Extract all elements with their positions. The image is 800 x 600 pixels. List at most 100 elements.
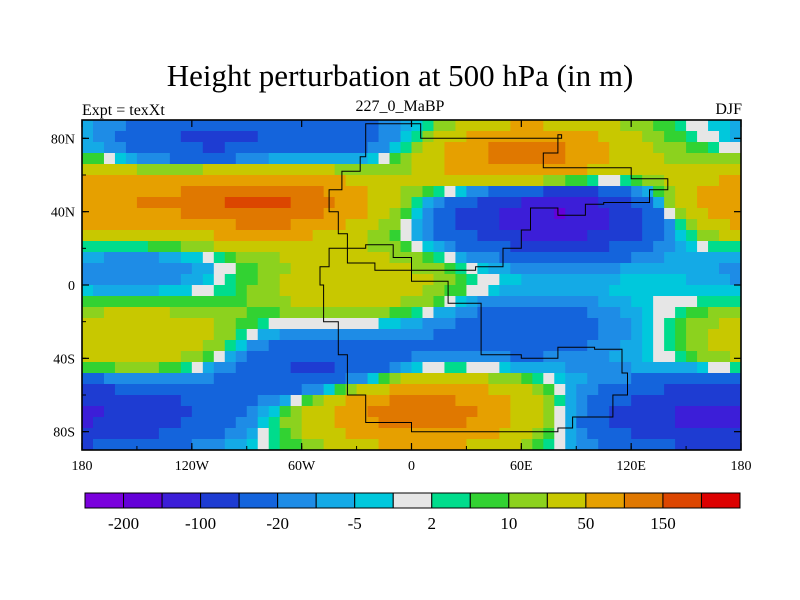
field-cell: [323, 263, 336, 275]
field-cell: [169, 208, 182, 220]
field-cell: [125, 153, 138, 165]
field-cell: [235, 274, 248, 286]
field-cell: [103, 373, 116, 385]
field-cell: [697, 439, 709, 450]
field-cell: [279, 384, 292, 396]
field-cell: [356, 406, 369, 418]
field-cell: [565, 175, 577, 187]
field-cell: [400, 285, 413, 297]
field-cell: [125, 318, 138, 330]
field-cell: [389, 373, 402, 385]
field-cell: [686, 395, 698, 407]
field-cell: [411, 340, 424, 352]
field-cell: [565, 428, 577, 440]
field-cell: [642, 241, 654, 253]
field-cell: [125, 373, 138, 385]
field-cell: [598, 428, 610, 440]
field-cell: [466, 131, 478, 143]
field-cell: [532, 274, 544, 286]
field-cell: [466, 164, 478, 176]
field-cell: [411, 373, 424, 385]
field-cell: [411, 274, 424, 286]
field-cell: [422, 274, 435, 286]
field-cell: [257, 329, 270, 341]
field-cell: [664, 164, 676, 176]
field-cell: [455, 318, 468, 330]
field-cell: [477, 417, 489, 429]
field-cell: [202, 274, 215, 286]
field-cell: [158, 263, 171, 275]
field-cell: [642, 384, 654, 396]
field-cell: [323, 142, 336, 154]
field-cell: [466, 428, 478, 440]
field-cell: [82, 153, 94, 165]
field-cell: [136, 340, 149, 352]
field-cell: [510, 340, 522, 352]
field-cell: [92, 175, 105, 187]
field-cell: [389, 274, 402, 286]
field-cell: [82, 208, 94, 220]
field-cell: [169, 329, 182, 341]
field-cell: [235, 197, 248, 209]
field-cell: [411, 186, 424, 198]
field-cell: [499, 406, 511, 418]
field-cell: [92, 274, 105, 286]
field-cell: [356, 285, 369, 297]
field-cell: [543, 252, 555, 264]
field-cell: [730, 362, 741, 374]
field-cell: [730, 197, 741, 209]
field-cell: [455, 373, 468, 385]
field-cell: [334, 230, 347, 242]
field-cell: [224, 186, 237, 198]
field-cell: [224, 362, 237, 374]
field-cell: [719, 428, 731, 440]
field-cell: [653, 197, 665, 209]
field-cell: [224, 263, 237, 275]
field-cell: [609, 340, 621, 352]
field-cell: [565, 241, 577, 253]
field-cell: [719, 439, 731, 450]
field-cell: [708, 120, 720, 132]
field-cell: [488, 142, 500, 154]
field-cell: [554, 263, 566, 275]
field-cell: [675, 131, 687, 143]
field-cell: [466, 186, 478, 198]
field-cell: [279, 186, 292, 198]
field-cell: [103, 318, 116, 330]
field-cell: [499, 362, 511, 374]
field-cell: [114, 318, 127, 330]
field-cell: [378, 252, 391, 264]
field-cell: [136, 329, 149, 341]
field-cell: [433, 274, 446, 286]
field-cell: [455, 120, 468, 132]
field-cell: [334, 395, 347, 407]
field-cell: [125, 307, 138, 319]
field-cell: [543, 373, 555, 385]
field-cell: [147, 296, 160, 308]
field-cell: [323, 230, 336, 242]
field-cell: [455, 274, 468, 286]
field-cell: [180, 384, 193, 396]
field-cell: [268, 329, 281, 341]
field-cell: [180, 428, 193, 440]
field-cell: [367, 428, 380, 440]
field-cell: [697, 230, 709, 242]
field-cell: [532, 406, 544, 418]
field-cell: [158, 329, 171, 341]
field-cell: [82, 406, 94, 418]
field-cell: [147, 120, 160, 132]
field-cell: [510, 329, 522, 341]
field-cell: [312, 351, 325, 363]
field-cell: [345, 439, 358, 450]
field-cell: [345, 142, 358, 154]
field-cell: [433, 164, 446, 176]
field-cell: [257, 417, 270, 429]
field-cell: [345, 230, 358, 242]
field-cell: [719, 186, 731, 198]
field-cell: [202, 230, 215, 242]
field-cell: [136, 263, 149, 275]
field-cell: [378, 274, 391, 286]
field-cell: [510, 263, 522, 275]
field-cell: [224, 439, 237, 450]
field-cell: [202, 439, 215, 450]
